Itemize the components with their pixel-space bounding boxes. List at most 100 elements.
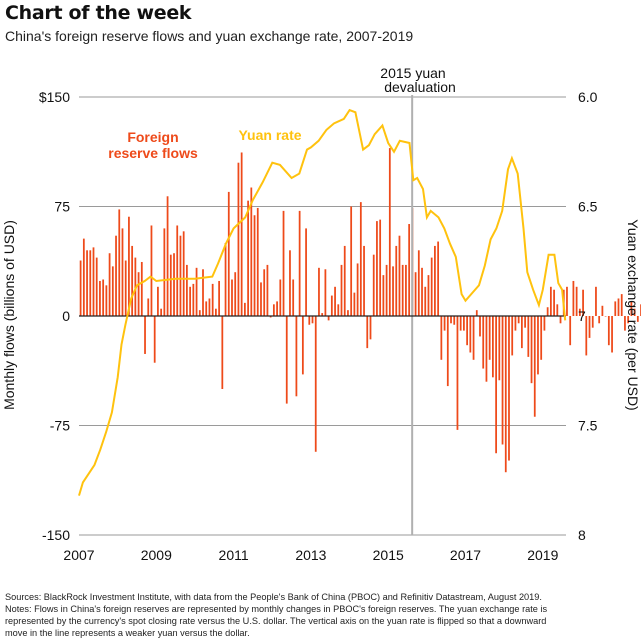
page-title: Chart of the week [5, 2, 192, 24]
reserve-bar [450, 316, 452, 324]
left-axis-ticks: $150 75 0 -75 -150 [39, 89, 70, 543]
reserve-bar [140, 261, 143, 316]
reserve-bar [388, 148, 391, 316]
yuan-rate-line [78, 108, 567, 496]
reserve-bar [115, 235, 117, 316]
reserve-bar [588, 316, 591, 338]
devaluation-label-line1: 2015 yuan [380, 65, 445, 81]
reserve-bar [282, 210, 285, 316]
reserve-bar [582, 289, 584, 316]
reserve-bar [289, 250, 291, 316]
reserve-bar [334, 286, 336, 316]
reserve-series-label: Foreign [127, 129, 178, 145]
reserve-bar [546, 307, 549, 316]
reserve-bar [253, 215, 256, 316]
reserve-bar [524, 316, 526, 328]
reserve-bar [611, 316, 613, 353]
reserve-bar [437, 241, 440, 316]
reserve-bar [469, 316, 472, 353]
reserve-bar [124, 260, 127, 316]
reserve-bar [330, 295, 333, 316]
reserve-bar [295, 316, 298, 397]
reserve-bar [440, 316, 443, 360]
reserve-bar [298, 210, 301, 316]
reserve-bar [324, 269, 327, 316]
reserve-bar [131, 245, 134, 316]
reserve-bar [343, 245, 346, 316]
reserve-bar [321, 313, 324, 316]
reserve-bar [157, 286, 159, 316]
reserve-bar [527, 316, 530, 357]
reserve-bar [359, 202, 362, 316]
reserve-bar [553, 289, 555, 316]
reserve-bar [205, 301, 208, 316]
reserve-bar [556, 304, 559, 316]
right-tick-label: 6.0 [578, 89, 598, 105]
reserve-bar [566, 286, 568, 316]
reserve-bar [620, 294, 623, 316]
left-tick-label: $150 [39, 89, 70, 105]
reserve-bar [153, 316, 156, 363]
reserve-bar [401, 264, 404, 316]
reserve-bar [540, 316, 543, 360]
footnote: Sources: BlackRock Investment Institute,… [5, 591, 637, 639]
reserve-bar [434, 245, 436, 316]
reserve-bar [279, 279, 282, 316]
left-tick-label: -75 [50, 418, 70, 434]
reserve-bar [417, 250, 420, 316]
left-axis-label: Monthly flows (billions of USD) [1, 220, 17, 410]
reserve-bar [501, 316, 504, 445]
reserve-bar [475, 310, 478, 316]
reserve-bar [340, 264, 343, 316]
reserve-bar [446, 316, 449, 387]
reserve-bar [395, 245, 398, 316]
reserve-bar [578, 308, 581, 316]
reserve-bar [218, 280, 220, 316]
reserve-bar [517, 316, 520, 324]
reserve-bar [350, 206, 353, 316]
reserve-bar [256, 207, 259, 316]
reserve-bar [147, 298, 150, 316]
reserve-bar [285, 316, 288, 404]
reserve-bar [485, 316, 488, 382]
reserve-bar [492, 316, 494, 378]
left-tick-label: 0 [62, 308, 70, 324]
right-tick-label: 7.5 [578, 418, 598, 434]
left-tick-label: -150 [42, 527, 70, 543]
reserve-bar [607, 316, 610, 346]
reserve-bar [305, 228, 307, 316]
reserve-bar [443, 316, 446, 331]
reserve-bar [169, 254, 172, 316]
reserve-bar [314, 316, 317, 452]
x-tick-label: 2013 [295, 547, 326, 563]
reserve-bar [234, 272, 237, 316]
reserve-bar [186, 264, 188, 316]
reserve-bar [311, 316, 314, 324]
reserve-bar [99, 280, 101, 316]
reserve-bar [260, 282, 262, 316]
reserve-bar [398, 235, 401, 316]
reserve-bar [385, 264, 388, 316]
reserve-bar [414, 272, 417, 316]
reserve-bar [263, 269, 266, 316]
reserve-bar [369, 316, 372, 340]
reserve-bar [301, 316, 304, 375]
yuan-series-label: Yuan rate [238, 127, 301, 143]
reserve-bar [160, 308, 163, 316]
reserve-bar [79, 260, 82, 316]
reserve-bar [318, 267, 320, 316]
reserve-bar [108, 253, 111, 316]
reserve-bar [453, 316, 456, 325]
reserve-bar [533, 316, 536, 417]
reserve-bar [179, 235, 182, 316]
reserve-bar [379, 219, 382, 316]
reserve-bar [408, 224, 411, 316]
reserve-bar [195, 267, 198, 316]
reserve-bar [327, 316, 330, 321]
reserve-bars [79, 148, 641, 473]
x-tick-label: 2007 [63, 547, 94, 563]
reserve-bar [92, 247, 95, 316]
reserve-bar [95, 257, 98, 316]
reserve-bar [224, 243, 227, 316]
reserve-bar [240, 152, 243, 316]
